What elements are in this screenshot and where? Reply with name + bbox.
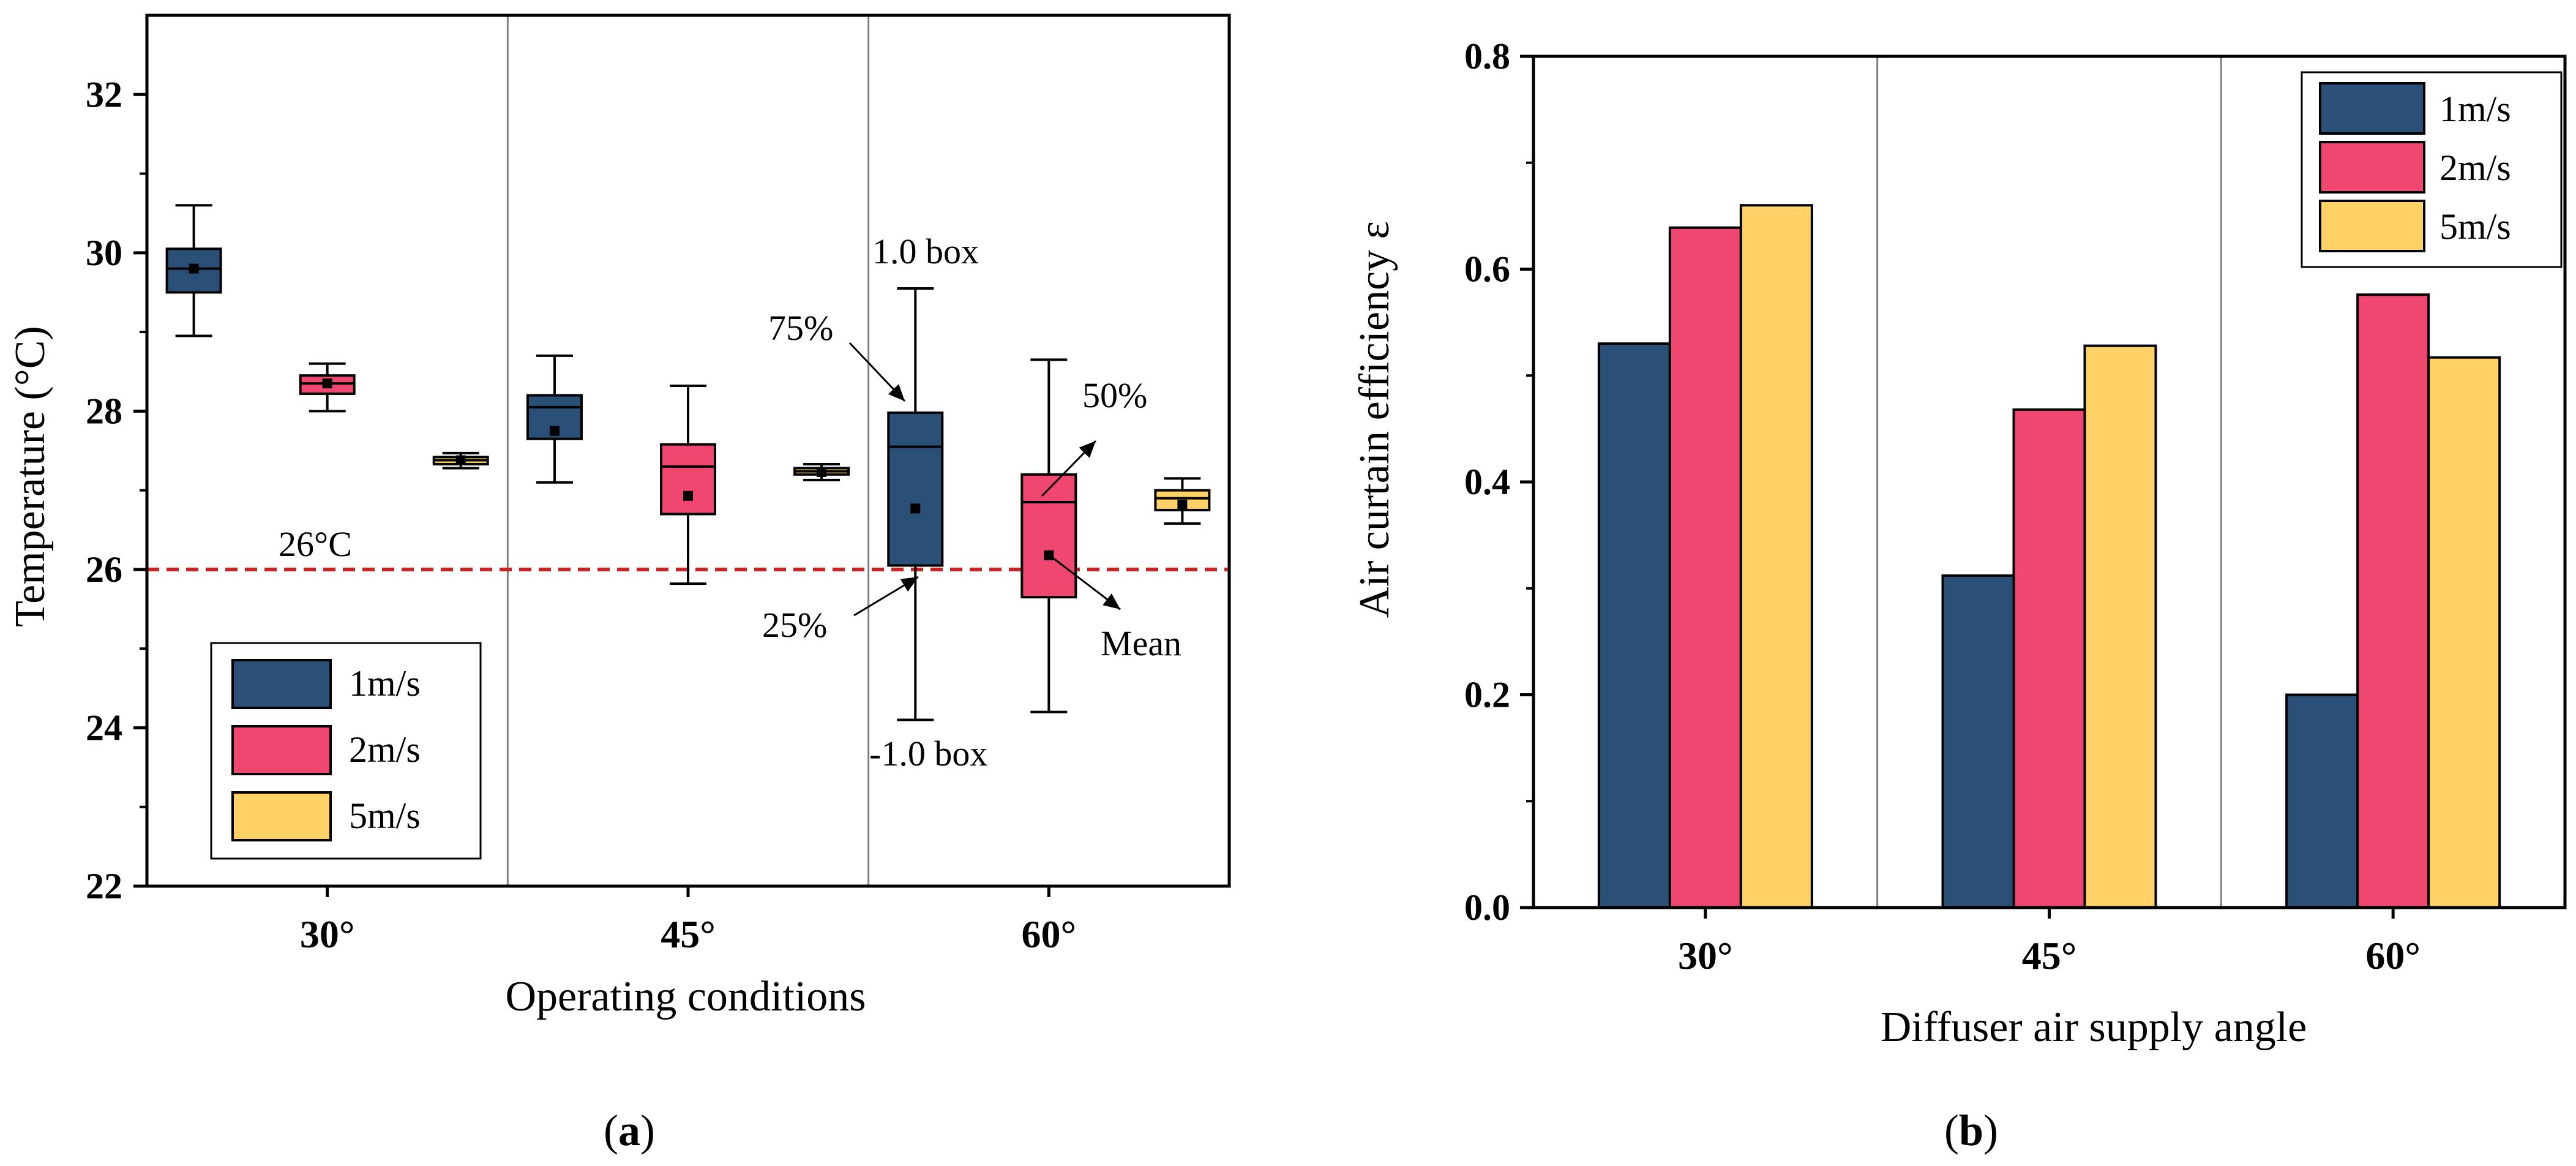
median-annotation-arrow	[1041, 440, 1097, 497]
y-tick-label: 0.6	[1464, 249, 1510, 290]
y-tick-label: 32	[86, 74, 122, 115]
mean-marker	[322, 378, 332, 389]
legend-swatch-1m/s	[231, 659, 332, 709]
x-axis-ticks: 30° 45° 60°	[300, 886, 1076, 956]
box-5m/s-0	[432, 451, 489, 470]
legend: 1m/s 2m/s 5m/s	[2301, 71, 2563, 268]
y-tick-label: 0.0	[1464, 887, 1510, 928]
category-dividers	[1876, 56, 2222, 908]
annotation-box-low: -1.0 box	[869, 734, 987, 773]
y-axis-label: Temperature (°C)	[7, 326, 54, 626]
x-axis-label: Diffuser air supply angle	[1881, 1004, 2307, 1051]
panel-b-bar-chart: 0.0 0.2 0.4 0.6 0.8 30° 45° 60° Air curtain ef…	[1351, 36, 2567, 1155]
legend-label: 5m/s	[2439, 206, 2511, 247]
bar-1m/s-45°	[1941, 574, 2015, 909]
annotation-q1: 25%	[762, 605, 827, 645]
legend-label: 2m/s	[2439, 148, 2511, 188]
panel-a-box-plot: 26°C 1.0 box 75% 50% 25% Mean -1.0 box 2…	[7, 13, 1231, 1155]
legend-label: 1m/s	[2439, 89, 2511, 129]
legend: 1m/s 2m/s 5m/s	[210, 642, 482, 860]
x-tick-label: 60°	[1022, 912, 1077, 956]
panel-label-a: (a)	[604, 1106, 655, 1155]
bar-2m/s-30°	[1668, 226, 1742, 909]
x-tick-label: 45°	[2022, 934, 2077, 977]
box-body	[1020, 473, 1077, 599]
legend-swatch-5m/s	[231, 791, 332, 841]
box-5m/s-2	[1154, 477, 1211, 525]
x-tick-label: 60°	[2365, 934, 2421, 977]
box-body	[887, 411, 944, 567]
bar-5m/s-30°	[1739, 204, 1813, 909]
box-2m/s-2	[1020, 358, 1077, 713]
annotation-mean: Mean	[1101, 623, 1181, 663]
bar-2m/s-60°	[2356, 293, 2430, 909]
mean-marker	[1177, 499, 1188, 510]
mean-marker	[549, 426, 560, 436]
legend-label: 2m/s	[349, 729, 421, 770]
mean-marker	[910, 503, 921, 514]
mean-marker	[817, 467, 827, 477]
y-tick-label: 26	[86, 549, 122, 590]
x-tick-label: 30°	[300, 912, 355, 956]
mean-marker	[189, 263, 199, 274]
box-2m/s-0	[299, 362, 356, 413]
mean-annotation-arrow	[1047, 553, 1121, 611]
y-tick-label: 22	[86, 866, 122, 906]
box-5m/s-1	[793, 462, 850, 481]
bar-5m/s-60°	[2427, 356, 2501, 909]
x-tick-label: 45°	[661, 912, 716, 956]
y-tick-label: 30	[86, 233, 122, 273]
box-1m/s-0	[165, 204, 222, 337]
legend-swatch-5m/s	[2319, 200, 2425, 252]
y-axis-ticks: 0.0 0.2 0.4 0.6 0.8	[1464, 36, 1533, 928]
category-dividers	[506, 15, 870, 886]
box-1m/s-1	[526, 354, 583, 484]
panel-label-b: (b)	[1944, 1106, 1998, 1155]
legend-label: 5m/s	[349, 796, 421, 836]
bar-1m/s-60°	[2285, 693, 2359, 909]
legend-swatch-2m/s	[2319, 141, 2425, 194]
y-tick-label: 0.2	[1464, 675, 1510, 715]
box-1m/s-2	[887, 287, 944, 721]
y-tick-label: 24	[86, 707, 122, 748]
y-tick-label: 0.4	[1464, 462, 1510, 502]
legend-label: 1m/s	[349, 663, 421, 704]
annotation-q3: 75%	[768, 308, 833, 348]
bar-1m/s-30°	[1597, 342, 1671, 909]
q3-annotation-arrow	[848, 342, 906, 402]
mean-marker	[455, 455, 466, 465]
q1-annotation-arrow	[853, 576, 919, 617]
box-plot-marks	[165, 204, 1211, 721]
x-axis-label: Operating conditions	[505, 973, 866, 1020]
y-axis-ticks: 22 24 26 28 30 32	[86, 74, 147, 906]
annotation-box-high: 1.0 box	[872, 231, 979, 271]
box-2m/s-1	[660, 384, 716, 585]
bar-5m/s-45°	[2083, 344, 2157, 909]
legend-swatch-2m/s	[231, 725, 332, 775]
x-axis-ticks: 30° 45° 60°	[1678, 908, 2421, 977]
x-tick-label: 30°	[1678, 934, 1733, 977]
y-tick-label: 0.8	[1464, 36, 1510, 77]
annotation-median: 50%	[1082, 375, 1147, 415]
reference-line-label: 26°C	[279, 524, 352, 564]
y-axis-label: Air curtain efficiency ε	[1351, 221, 1398, 618]
bar-2m/s-45°	[2012, 408, 2086, 909]
legend-swatch-1m/s	[2319, 82, 2425, 135]
box-body	[660, 443, 716, 516]
y-tick-label: 28	[86, 391, 122, 431]
mean-marker	[683, 491, 693, 501]
bar-marks	[1597, 204, 2501, 909]
